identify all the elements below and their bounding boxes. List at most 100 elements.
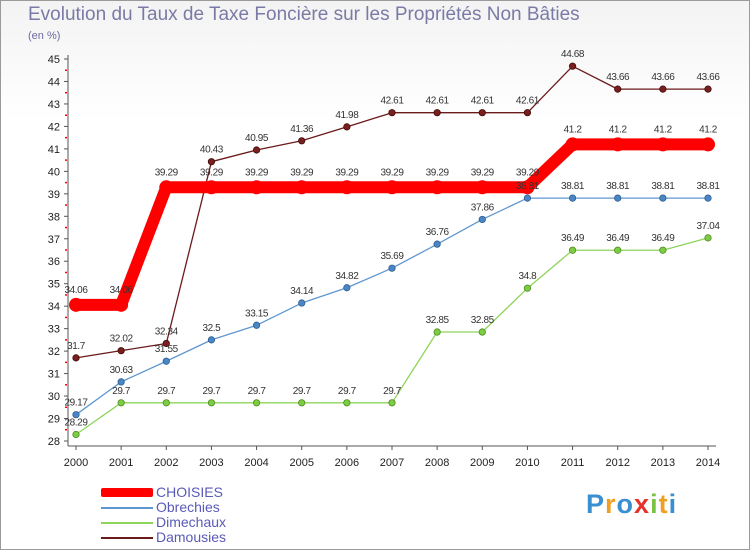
x-tick-label: 2013 bbox=[651, 457, 675, 469]
data-label-choisies: 41.2 bbox=[699, 124, 718, 135]
legend-swatch-obrechies bbox=[101, 507, 153, 509]
data-point-dimechaux bbox=[298, 399, 306, 407]
x-tick-label: 2003 bbox=[199, 457, 223, 469]
data-point-dimechaux bbox=[523, 284, 532, 292]
data-label-damousies: 41.36 bbox=[290, 124, 314, 135]
y-tick-label: 44 bbox=[48, 76, 60, 88]
data-point-choisies bbox=[294, 180, 309, 195]
data-point-damousies bbox=[659, 85, 667, 93]
data-label-damousies: 40.43 bbox=[200, 145, 224, 156]
data-label-obrechies: 35.69 bbox=[380, 251, 404, 262]
x-tick-label: 2008 bbox=[425, 457, 449, 469]
data-label-obrechies: 38.81 bbox=[606, 181, 630, 192]
data-label-obrechies: 38.81 bbox=[696, 181, 720, 192]
y-tick-label: 32 bbox=[48, 346, 60, 358]
logo-letter: o bbox=[616, 489, 635, 519]
x-tick-label: 2007 bbox=[380, 457, 404, 469]
legend-label-choisies: CHOISIES bbox=[156, 484, 223, 500]
x-tick-label: 2012 bbox=[605, 457, 629, 469]
data-point-choisies bbox=[159, 180, 174, 195]
data-label-dimechaux: 36.49 bbox=[651, 233, 675, 244]
y-tick-label: 37 bbox=[48, 234, 60, 246]
data-point-obrechies bbox=[704, 194, 712, 202]
data-point-damousies bbox=[568, 62, 577, 70]
x-tick-label: 2004 bbox=[244, 457, 268, 469]
y-tick-label: 33 bbox=[48, 324, 60, 336]
logo-letter: i bbox=[650, 489, 659, 519]
data-label-obrechies: 38.81 bbox=[651, 181, 675, 192]
x-tick-label: 2005 bbox=[289, 457, 313, 469]
data-label-damousies: 43.66 bbox=[651, 72, 675, 83]
data-label-obrechies: 36.76 bbox=[426, 227, 450, 238]
data-label-choisies: 41.2 bbox=[564, 124, 583, 135]
data-point-obrechies bbox=[388, 264, 396, 272]
y-tick-label: 45 bbox=[48, 54, 60, 66]
data-point-damousies bbox=[72, 354, 80, 362]
data-point-obrechies bbox=[343, 284, 351, 292]
data-point-damousies bbox=[162, 339, 170, 348]
data-point-dimechaux bbox=[207, 399, 216, 407]
data-label-obrechies: 33.15 bbox=[245, 308, 269, 319]
data-label-obrechies: 38.81 bbox=[516, 181, 540, 192]
x-tick-label: 2010 bbox=[515, 457, 539, 469]
data-point-damousies bbox=[298, 137, 306, 145]
data-point-obrechies bbox=[252, 321, 261, 329]
data-point-choisies bbox=[655, 137, 670, 152]
data-point-obrechies bbox=[523, 194, 532, 202]
data-point-choisies bbox=[430, 180, 445, 195]
data-label-choisies: 39.29 bbox=[200, 167, 224, 178]
data-point-damousies bbox=[343, 123, 351, 131]
data-point-choisies bbox=[701, 137, 715, 152]
data-point-dimechaux bbox=[388, 399, 396, 407]
legend-label-obrechies: Obrechies bbox=[156, 499, 220, 515]
data-point-dimechaux bbox=[252, 399, 261, 407]
data-label-dimechaux: 36.49 bbox=[606, 233, 630, 244]
data-label-damousies: 44.68 bbox=[561, 49, 585, 60]
data-point-choisies bbox=[385, 180, 399, 195]
data-label-dimechaux: 29.7 bbox=[248, 386, 267, 397]
data-point-dimechaux bbox=[478, 328, 486, 336]
y-tick-label: 38 bbox=[48, 211, 60, 223]
x-tick-label: 2002 bbox=[154, 457, 178, 469]
data-label-choisies: 39.29 bbox=[245, 167, 269, 178]
data-label-obrechies: 38.81 bbox=[561, 181, 585, 192]
data-label-dimechaux: 29.7 bbox=[157, 386, 176, 397]
data-label-choisies: 34.06 bbox=[110, 285, 134, 296]
data-label-damousies: 43.66 bbox=[696, 72, 720, 83]
data-point-choisies bbox=[475, 180, 490, 195]
data-point-choisies bbox=[520, 180, 535, 195]
data-label-dimechaux: 28.29 bbox=[64, 417, 88, 428]
y-tick-label: 43 bbox=[48, 99, 60, 111]
data-label-obrechies: 30.63 bbox=[110, 365, 134, 376]
y-tick-label: 28 bbox=[48, 436, 60, 448]
data-point-obrechies bbox=[298, 299, 306, 307]
data-point-choisies bbox=[249, 180, 264, 195]
data-label-choisies: 34.06 bbox=[64, 285, 88, 296]
data-point-obrechies bbox=[162, 357, 170, 365]
data-label-dimechaux: 29.7 bbox=[112, 386, 131, 397]
data-label-obrechies: 32.5 bbox=[202, 323, 221, 334]
chart-title: Evolution du Taux de Taxe Foncière sur l… bbox=[28, 4, 580, 25]
data-point-obrechies bbox=[433, 240, 441, 248]
data-label-dimechaux: 29.7 bbox=[338, 386, 357, 397]
legend-label-damousies: Damousies bbox=[156, 529, 227, 545]
x-tick-label: 2000 bbox=[64, 457, 88, 469]
data-point-damousies bbox=[207, 158, 216, 166]
data-point-choisies bbox=[69, 297, 83, 312]
data-label-damousies: 42.61 bbox=[471, 96, 495, 107]
data-label-choisies: 39.29 bbox=[155, 167, 179, 178]
data-label-damousies: 42.61 bbox=[380, 96, 404, 107]
data-point-damousies bbox=[433, 109, 441, 117]
data-point-damousies bbox=[117, 347, 125, 355]
data-label-damousies: 43.66 bbox=[606, 72, 630, 83]
data-label-obrechies: 37.86 bbox=[471, 202, 495, 213]
data-point-dimechaux bbox=[343, 399, 351, 407]
data-point-obrechies bbox=[478, 215, 486, 224]
data-label-dimechaux: 34.8 bbox=[518, 271, 537, 282]
logo-letter: r bbox=[605, 489, 617, 519]
data-label-damousies: 42.61 bbox=[516, 96, 540, 107]
data-label-choisies: 39.29 bbox=[290, 167, 314, 178]
data-label-damousies: 32.02 bbox=[110, 334, 134, 345]
